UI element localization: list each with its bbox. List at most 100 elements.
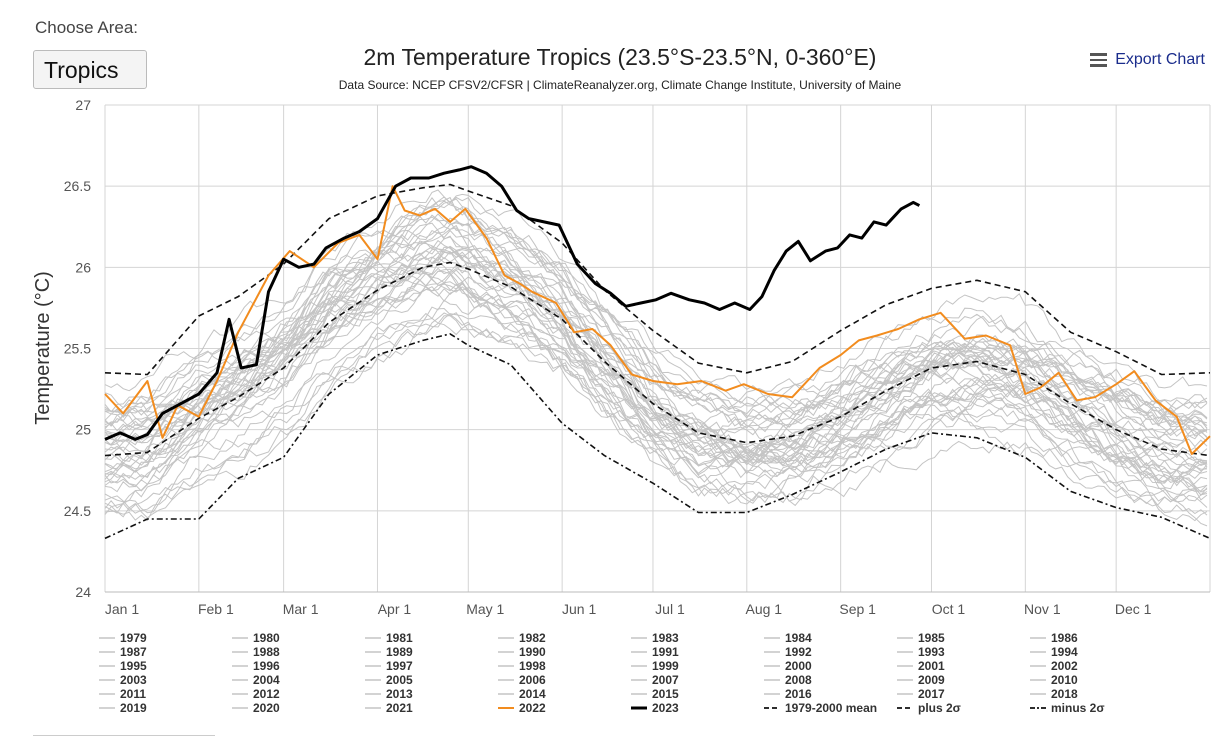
x-tick-label: Mar 1 (283, 601, 319, 617)
legend-item[interactable]: 2005 (386, 673, 413, 687)
legend-item[interactable]: 1979-2000 mean (785, 701, 877, 715)
year-line-2018 (104, 213, 1208, 427)
x-tick-label: Dec 1 (1115, 601, 1152, 617)
year-line-1987 (104, 312, 1208, 497)
legend-item[interactable]: 2012 (253, 687, 280, 701)
legend-item[interactable]: 1988 (253, 645, 280, 659)
x-tick-label: Jun 1 (562, 601, 596, 617)
legend-item[interactable]: 2000 (785, 659, 812, 673)
series-line-1979-2000-mean (104, 261, 1211, 457)
year-line-2005 (104, 246, 1208, 464)
year-line-2011 (104, 249, 1208, 431)
divider (33, 735, 215, 736)
legend-item[interactable]: 1990 (519, 645, 546, 659)
legend-item[interactable]: 2021 (386, 701, 413, 715)
legend-item[interactable]: plus 2σ (918, 701, 961, 715)
legend-item[interactable]: 2013 (386, 687, 413, 701)
legend-item[interactable]: 1992 (785, 645, 812, 659)
legend-item[interactable]: 1991 (652, 645, 679, 659)
series-line-minus-2- (104, 333, 1211, 540)
legend-item[interactable]: 2017 (918, 687, 945, 701)
year-line-1999 (104, 245, 1208, 492)
hamburger-menu-icon (1090, 50, 1108, 70)
x-tick-label: Nov 1 (1024, 601, 1061, 617)
export-chart-label: Export Chart (1115, 50, 1205, 68)
year-line-2004 (104, 274, 1208, 461)
legend-item[interactable]: 2010 (1051, 673, 1078, 687)
y-tick-label: 26.5 (64, 178, 91, 194)
year-line-1981 (104, 276, 1208, 514)
chart-title: 2m Temperature Tropics (23.5°S-23.5°N, 0… (363, 44, 877, 70)
legend-item[interactable]: 2023 (652, 701, 679, 715)
year-line-2021 (104, 189, 1208, 433)
legend-item[interactable]: 2006 (519, 673, 546, 687)
x-tick-label: Oct 1 (932, 601, 966, 617)
x-tick-label: Feb 1 (198, 601, 234, 617)
legend-item[interactable]: 2009 (918, 673, 945, 687)
year-line-2020 (105, 196, 1208, 442)
legend-item[interactable]: 1995 (120, 659, 147, 673)
legend-item[interactable]: 1980 (253, 631, 280, 645)
year-line-1983 (104, 269, 1208, 505)
y-tick-label: 27 (75, 97, 91, 113)
legend-item[interactable]: 1984 (785, 631, 812, 645)
legend-item[interactable]: 1999 (652, 659, 679, 673)
x-tick-label: May 1 (466, 601, 504, 617)
area-select[interactable]: Tropics (33, 50, 147, 89)
legend-item[interactable]: 2019 (120, 701, 147, 715)
chart-legend[interactable]: 1979 1980 1981 1982 1983 1984 1985 1986 1987 1988… (99, 631, 1105, 715)
highlighted-lines (104, 165, 1211, 540)
legend-item[interactable]: 2018 (1051, 687, 1078, 701)
series-line-2023 (104, 165, 921, 441)
x-tick-label: Sep 1 (839, 601, 876, 617)
series-line-plus-2- (104, 183, 1211, 376)
legend-item[interactable]: 1985 (918, 631, 945, 645)
legend-item[interactable]: 1998 (519, 659, 546, 673)
legend-item[interactable]: 1982 (519, 631, 546, 645)
legend-item[interactable]: 2004 (253, 673, 280, 687)
legend-item[interactable]: 1989 (386, 645, 413, 659)
y-tick-label: 25 (75, 422, 91, 438)
legend-item[interactable]: 1979 (120, 631, 147, 645)
legend-item[interactable]: 2011 (120, 687, 146, 701)
y-tick-label: 24.5 (64, 503, 91, 519)
legend-item[interactable]: 2003 (120, 673, 147, 687)
legend-item[interactable]: 2020 (253, 701, 280, 715)
x-tick-label: Aug 1 (746, 601, 783, 617)
legend-item[interactable]: 1993 (918, 645, 945, 659)
legend-item[interactable]: 1986 (1051, 631, 1078, 645)
legend-item[interactable]: 2008 (785, 673, 812, 687)
x-tick-label: Jul 1 (655, 601, 685, 617)
legend-item[interactable]: 2016 (785, 687, 812, 701)
legend-item[interactable]: 2014 (519, 687, 546, 701)
x-tick-label: Jan 1 (105, 601, 139, 617)
legend-item[interactable]: 1997 (386, 659, 413, 673)
chart-axes: 24 24.5 25 25.5 26 26.5 27 Jan 1 Feb 1 Mar 1 Apr 1… (32, 97, 1210, 617)
legend-item[interactable]: minus 2σ (1051, 701, 1105, 715)
legend-item[interactable]: 1996 (253, 659, 280, 673)
legend-item[interactable]: 1994 (1051, 645, 1078, 659)
legend-item[interactable]: 2007 (652, 673, 679, 687)
year-line-1991 (104, 268, 1208, 504)
series-line-2022 (104, 185, 1211, 455)
legend-item[interactable]: 1983 (652, 631, 679, 645)
year-line-2012 (104, 196, 1208, 467)
year-line-2013 (104, 214, 1208, 459)
legend-item[interactable]: 1987 (120, 645, 147, 659)
y-axis-label: Temperature (°C) (32, 271, 54, 425)
y-tick-label: 24 (75, 584, 91, 600)
historical-lines (104, 189, 1208, 527)
legend-item[interactable]: 2002 (1051, 659, 1078, 673)
x-tick-label: Apr 1 (378, 601, 412, 617)
year-line-1990 (104, 268, 1208, 490)
legend-item[interactable]: 2015 (652, 687, 679, 701)
year-line-2002 (104, 270, 1208, 458)
year-line-2015 (104, 222, 1208, 462)
year-line-2016 (104, 235, 1208, 453)
year-line-2017 (104, 198, 1208, 459)
export-chart-button[interactable]: Export Chart (1090, 50, 1205, 70)
legend-item[interactable]: 2001 (918, 659, 945, 673)
legend-item[interactable]: 2022 (519, 701, 546, 715)
legend-item[interactable]: 1981 (386, 631, 413, 645)
